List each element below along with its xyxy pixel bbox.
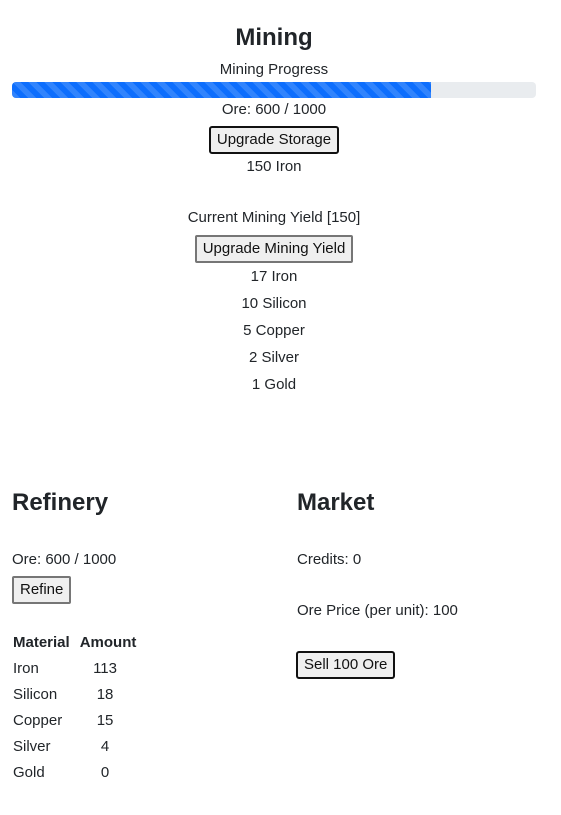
yield-cost-item: 2 Silver xyxy=(248,349,300,366)
yield-cost-list: 17 Iron 10 Silicon 5 Copper 2 Silver 1 G… xyxy=(12,263,536,398)
yield-cost-item: 17 Iron xyxy=(250,268,298,285)
amount-column-header: Amount xyxy=(79,633,137,651)
storage-upgrade-cost: 150 Iron xyxy=(246,158,302,175)
mining-progress-fill xyxy=(12,82,432,98)
table-row: Silver 4 xyxy=(11,733,138,759)
material-amount: 15 xyxy=(96,711,114,729)
yield-cost-item: 1 Gold xyxy=(251,376,297,393)
material-name: Gold xyxy=(13,763,45,781)
upgrade-storage-button[interactable]: Upgrade Storage xyxy=(208,126,340,154)
mining-yield-label: Current Mining Yield [150] xyxy=(187,209,361,226)
mining-ore-status: Ore: 600 / 1000 xyxy=(221,101,327,118)
table-row: Gold 0 xyxy=(11,759,138,785)
table-row: Silicon 18 xyxy=(11,681,138,707)
table-row: Copper 15 xyxy=(11,707,138,733)
mining-progress-bar xyxy=(12,82,536,98)
material-column-header: Material xyxy=(13,633,70,651)
material-name: Silicon xyxy=(13,685,58,703)
mining-progress-label: Mining Progress xyxy=(219,61,329,78)
refine-button[interactable]: Refine xyxy=(12,576,72,604)
refinery-title: Refinery xyxy=(12,489,109,516)
ore-price-display: Ore Price (per unit): 100 xyxy=(297,602,458,619)
upgrade-mining-yield-button[interactable]: Upgrade Mining Yield xyxy=(194,235,354,263)
table-row: Iron 113 xyxy=(11,655,138,681)
material-amount: 0 xyxy=(100,763,110,781)
material-amount: 4 xyxy=(100,737,110,755)
material-name: Copper xyxy=(13,711,63,729)
mining-title: Mining xyxy=(235,24,313,51)
sell-ore-button[interactable]: Sell 100 Ore xyxy=(296,651,396,679)
materials-table: Material Amount Iron 113 Silicon 18 Copp… xyxy=(11,629,138,785)
yield-cost-item: 5 Copper xyxy=(243,322,305,339)
credits-display: Credits: 0 xyxy=(297,551,362,568)
material-name: Iron xyxy=(13,659,39,677)
refinery-ore-status: Ore: 600 / 1000 xyxy=(12,551,117,568)
material-amount: 18 xyxy=(96,685,114,703)
material-name: Silver xyxy=(13,737,51,755)
market-title: Market xyxy=(297,489,375,516)
material-amount: 113 xyxy=(93,659,117,677)
yield-cost-item: 10 Silicon xyxy=(241,295,307,312)
table-header-row: Material Amount xyxy=(11,629,138,655)
